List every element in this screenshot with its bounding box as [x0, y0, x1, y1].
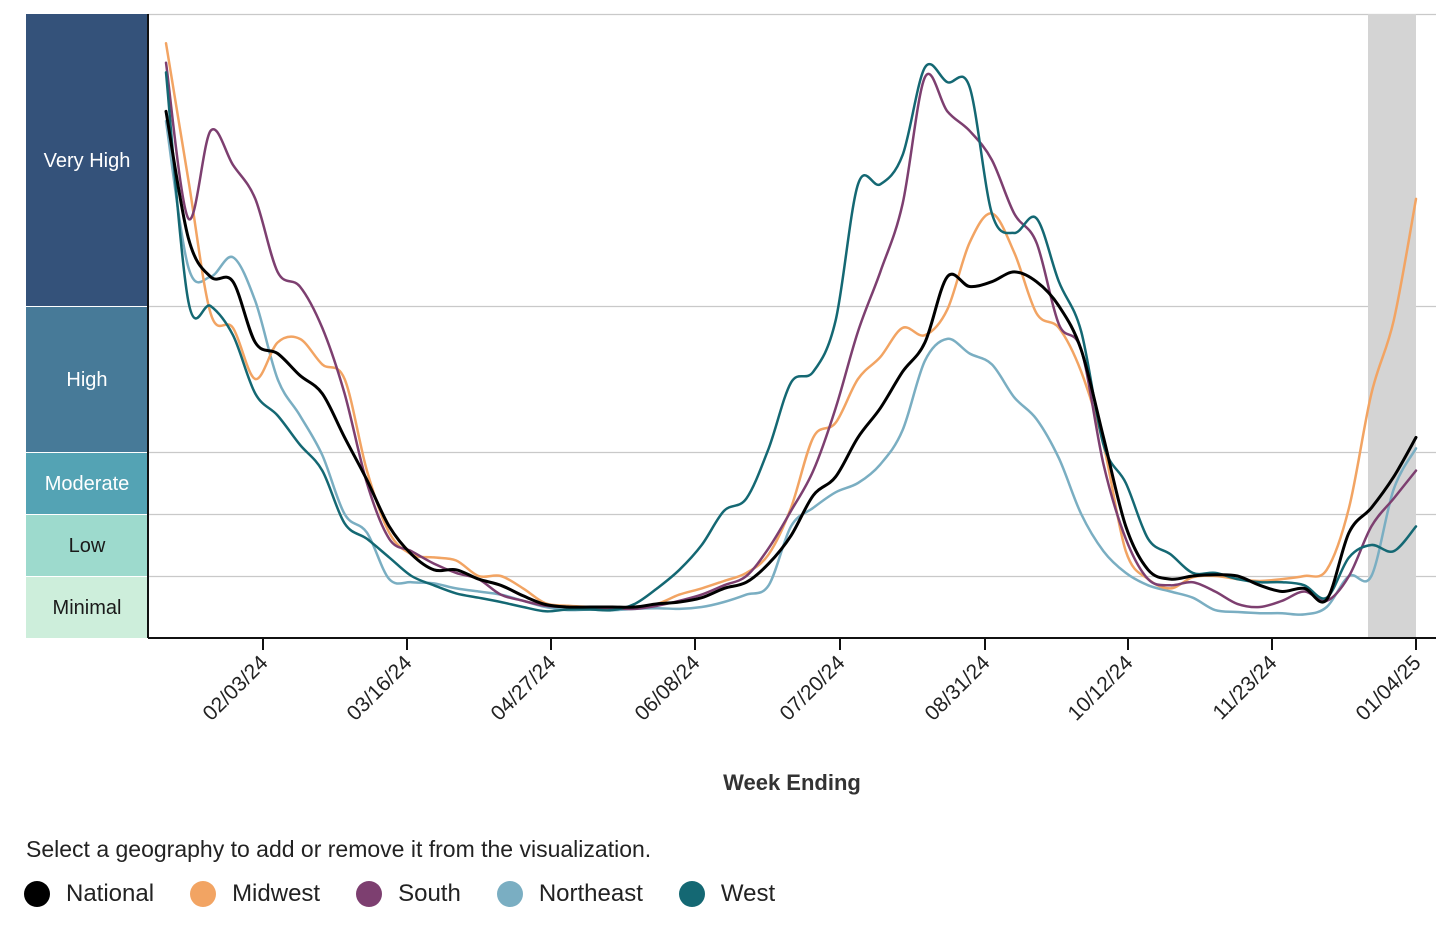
- legend-item-south[interactable]: South: [356, 880, 461, 908]
- x-tick-label: 07/20/24: [775, 651, 849, 725]
- x-tick-label: 01/04/25: [1351, 651, 1425, 725]
- x-ticks: 02/03/24 03/16/24 04/27/24 06/08/24 07/20/24…: [198, 638, 1426, 725]
- legend-item-national[interactable]: National: [24, 880, 154, 908]
- legend-swatch-midwest: [190, 881, 217, 907]
- series-line-west: [164, 62, 1418, 613]
- x-tick-label: 04/27/24: [486, 651, 560, 725]
- legend-swatch-northeast: [496, 881, 523, 907]
- chart: Very High High Moderate Low Minimal 02/03/24…: [26, 13, 1436, 795]
- legend-swatch-national: [24, 881, 50, 907]
- x-tick-label: 03/16/24: [342, 651, 416, 725]
- x-axis-title: Week Ending: [723, 770, 861, 795]
- level-label-high: High: [66, 369, 107, 391]
- level-band-high: [26, 307, 148, 452]
- legend-label-midwest: Midwest: [232, 880, 321, 907]
- axes: [147, 14, 1436, 639]
- series-lines: [164, 41, 1418, 616]
- series-line-northeast: [164, 119, 1418, 616]
- legend-label-national: National: [66, 880, 155, 907]
- series-line-national: [164, 109, 1418, 609]
- legend-item-midwest[interactable]: Midwest: [190, 880, 320, 908]
- level-label-minimal: Minimal: [53, 597, 122, 619]
- level-bands: Very High High Moderate Low Minimal: [26, 14, 148, 638]
- legend-label-south: South: [398, 880, 461, 907]
- x-tick-label: 10/12/24: [1063, 651, 1137, 725]
- x-tick-label: 11/23/24: [1209, 651, 1282, 724]
- x-tick-label: 02/03/24: [198, 651, 272, 725]
- level-band-moderate: [26, 453, 148, 514]
- gridlines: [148, 13, 1436, 578]
- level-band-minimal: [26, 577, 148, 638]
- legend-item-northeast[interactable]: Northeast: [496, 880, 643, 908]
- legend-label-west: West: [720, 880, 776, 907]
- legend-instructions: Select a geography to add or remove it f…: [26, 836, 652, 862]
- level-label-very-high: Very High: [44, 150, 131, 172]
- series-line-south: [164, 61, 1418, 611]
- legend: National Midwest South Northeast West: [24, 880, 811, 908]
- level-band-very-high: [26, 14, 148, 306]
- legend-item-west[interactable]: West: [678, 880, 776, 908]
- level-band-low: [26, 515, 148, 576]
- legend-label-northeast: Northeast: [538, 880, 643, 907]
- level-label-low: Low: [69, 535, 106, 557]
- x-tick-label: 06/08/24: [630, 651, 704, 725]
- x-tick-label: 08/31/24: [920, 651, 994, 725]
- level-label-moderate: Moderate: [45, 473, 130, 495]
- legend-swatch-south: [356, 881, 383, 907]
- legend-swatch-west: [678, 881, 705, 907]
